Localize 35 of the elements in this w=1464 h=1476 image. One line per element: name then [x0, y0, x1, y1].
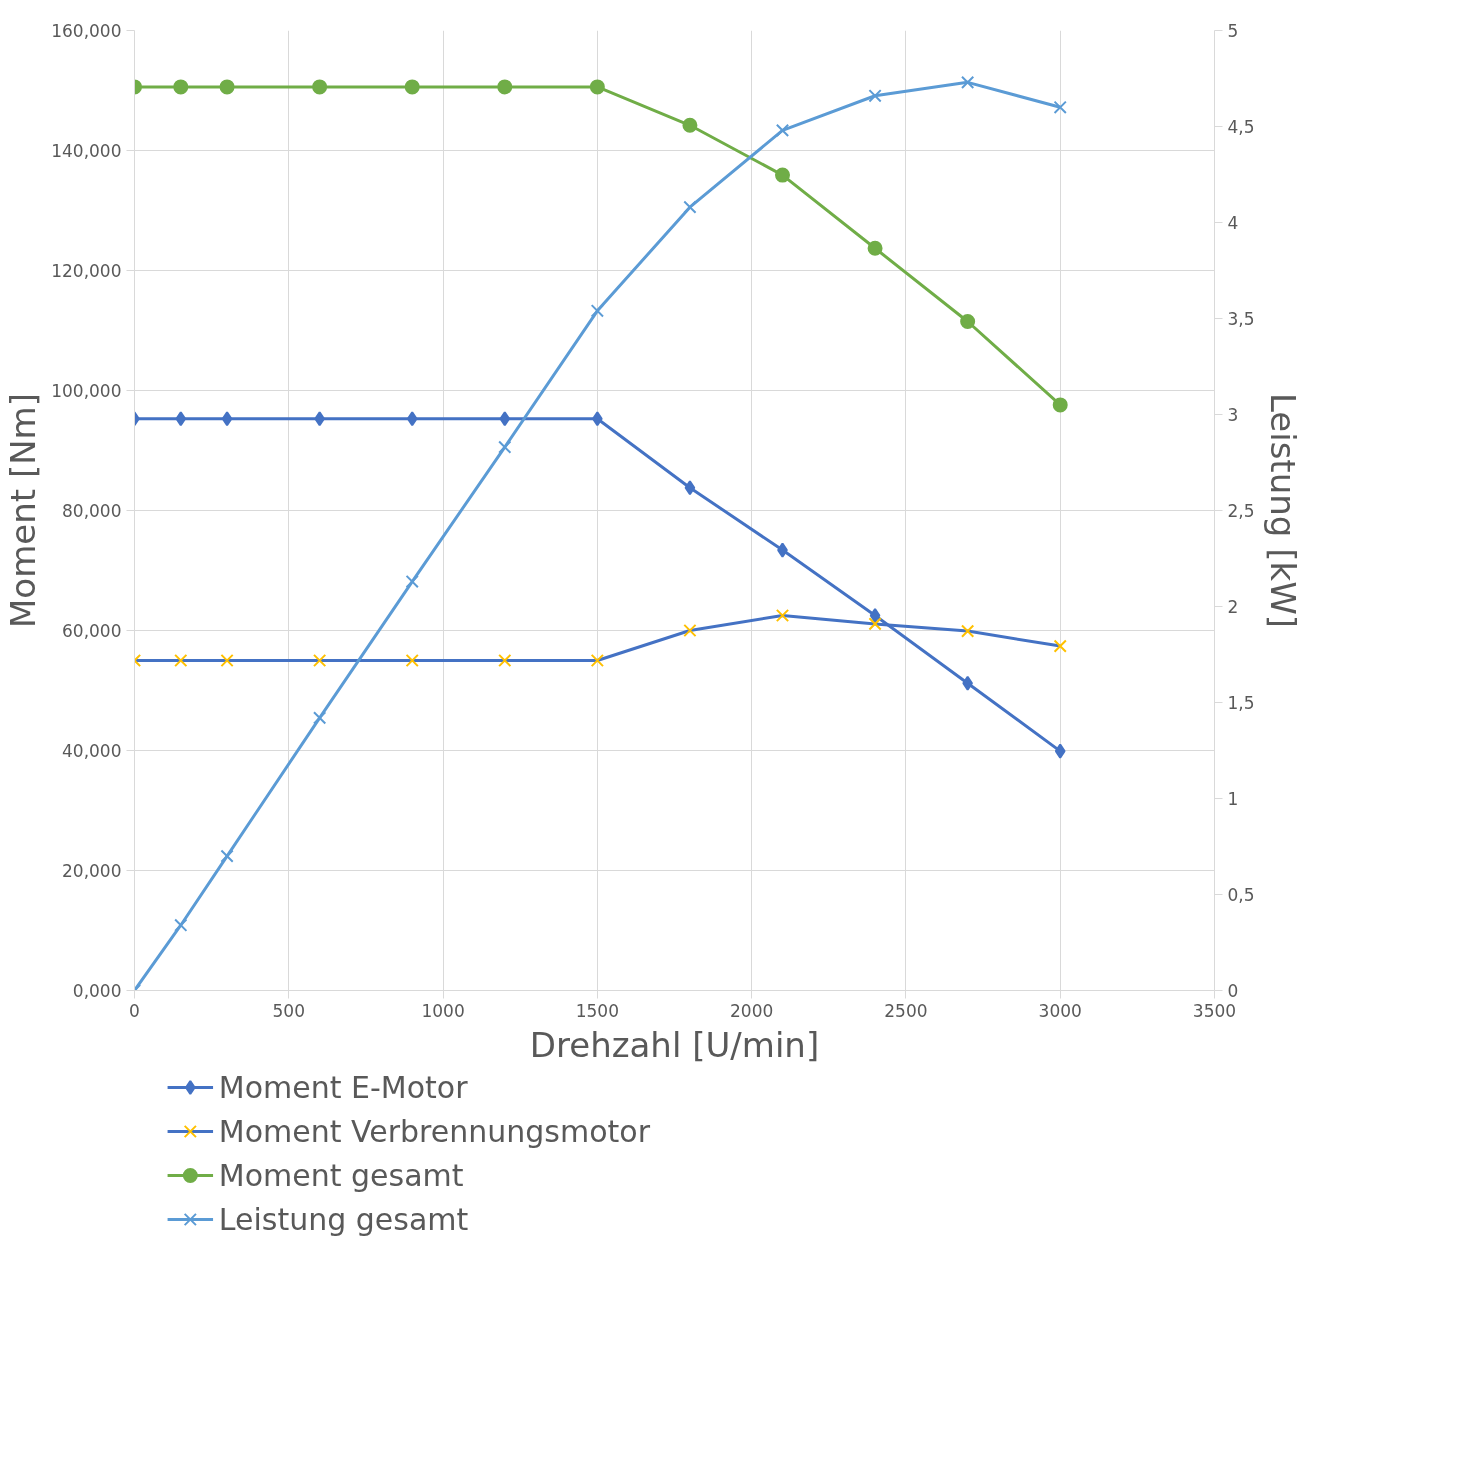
y-tick-label: 80,000 [62, 501, 122, 521]
y2-tick-label: 1 [1227, 789, 1239, 809]
x-tick-label: 1500 [575, 1000, 619, 1021]
y-tick-label: 100,000 [51, 381, 122, 401]
y-tick-label: 20,000 [62, 861, 122, 881]
legend-label: Moment gesamt [218, 1158, 464, 1193]
x-axis-title: Drehzahl [U/min] [529, 1024, 820, 1065]
y2-tick-label: 4,5 [1227, 117, 1255, 137]
x-tick-label: 3500 [1192, 1000, 1237, 1021]
x-tick-label: 500 [272, 1000, 306, 1021]
x-tick-label: 1000 [421, 1000, 465, 1021]
x-tick-label: 2500 [884, 1000, 928, 1021]
legend-label: Moment Verbrennungsmotor [218, 1114, 651, 1149]
y-axis-title: Moment [Nm] [3, 393, 44, 628]
y-tick-label: 120,000 [51, 261, 122, 281]
y-tick-label: 0,000 [72, 981, 122, 1001]
y-tick-label: 160,000 [51, 21, 122, 41]
y2-tick-label: 0,5 [1227, 885, 1255, 905]
legend-label: Leistung gesamt [218, 1202, 469, 1237]
x-tick-label: 3000 [1038, 1000, 1082, 1021]
y-tick-label: 140,000 [51, 141, 122, 161]
y2-tick-label: 0 [1227, 981, 1239, 1001]
y2-tick-label: 3,5 [1227, 309, 1255, 329]
y2-axis-title: Leistung [kW] [1262, 392, 1303, 629]
y2-tick-label: 1,5 [1227, 693, 1255, 713]
x-tick-label: 0 [129, 1000, 140, 1021]
y2-tick-label: 2,5 [1227, 501, 1255, 521]
y2-tick-label: 5 [1227, 21, 1239, 41]
x-tick-label: 2000 [730, 1000, 774, 1021]
legend-label: Moment E-Motor [218, 1070, 469, 1105]
y-tick-label: 60,000 [62, 621, 122, 641]
y2-tick-label: 3 [1227, 405, 1239, 425]
y-tick-label: 40,000 [62, 741, 122, 761]
y2-tick-label: 4 [1227, 213, 1239, 233]
y2-tick-label: 2 [1227, 597, 1239, 617]
